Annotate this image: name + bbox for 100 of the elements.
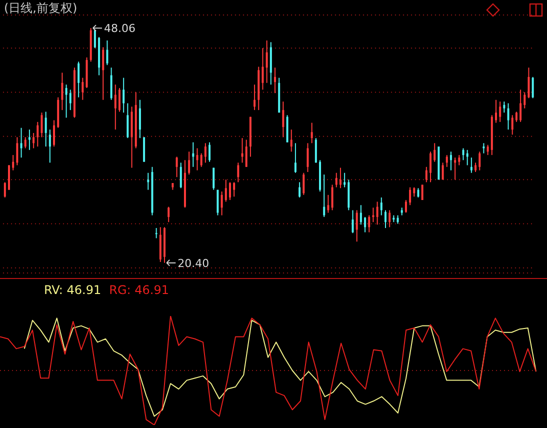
candlestick <box>32 132 35 149</box>
candlestick <box>503 101 506 114</box>
candlestick <box>114 84 116 130</box>
candlestick <box>339 167 342 189</box>
candlestick <box>204 142 206 164</box>
candlestick <box>262 48 264 90</box>
candlestick <box>28 129 30 150</box>
candlestick <box>118 87 120 112</box>
series-label: RG: 46.91 <box>109 283 169 297</box>
candlestick <box>524 92 526 109</box>
candlestick <box>228 182 231 201</box>
candlestick <box>404 200 407 214</box>
candlestick <box>364 216 366 233</box>
candlestick <box>458 154 460 166</box>
candlestick <box>78 61 80 98</box>
candlestick <box>360 204 362 226</box>
candlestick <box>282 101 284 138</box>
annotation: 48.06 <box>104 22 136 36</box>
candlestick <box>450 151 452 171</box>
candlestick <box>24 136 26 149</box>
candlestick <box>12 154 14 171</box>
candlestick <box>310 122 313 144</box>
candlestick <box>421 184 424 201</box>
candlestick <box>168 206 170 223</box>
candlestick <box>200 152 202 168</box>
candlestick <box>384 210 386 229</box>
candlestick <box>302 172 305 196</box>
candlestick <box>417 188 420 198</box>
candlestick <box>16 136 18 166</box>
candlestick <box>48 129 51 164</box>
candlestick <box>69 89 72 111</box>
candlestick <box>126 102 129 139</box>
candlestick <box>474 162 477 173</box>
annotation: 20.40 <box>178 256 210 270</box>
candlestick <box>425 166 428 183</box>
candlestick <box>208 142 211 162</box>
candlestick <box>380 196 382 216</box>
candlestick <box>138 99 141 139</box>
candlestick <box>155 228 158 239</box>
candlestick <box>515 111 518 122</box>
candlestick <box>462 148 464 161</box>
candlestick <box>122 77 125 114</box>
candlestick <box>53 120 56 148</box>
candlestick <box>94 28 96 49</box>
candlestick <box>442 162 444 180</box>
candlestick <box>356 210 358 242</box>
candlestick <box>434 142 436 162</box>
candlestick <box>323 174 326 218</box>
candlestick <box>413 186 416 198</box>
candlestick <box>220 191 223 216</box>
candlestick <box>147 172 150 190</box>
candlestick <box>478 151 481 171</box>
candlestick <box>233 182 236 198</box>
candlestick <box>20 127 22 158</box>
candlestick <box>212 167 215 190</box>
candlestick <box>290 129 292 152</box>
candlestick <box>494 99 497 124</box>
candlestick <box>306 142 309 173</box>
candlestick <box>224 179 227 202</box>
candlestick <box>520 89 522 122</box>
candlestick <box>245 139 248 168</box>
candlestick <box>110 67 112 100</box>
candlestick <box>327 194 330 214</box>
candlestick <box>344 172 346 188</box>
text: RV: 46.91 <box>44 283 102 297</box>
candlestick <box>294 142 296 174</box>
candlestick <box>188 151 190 176</box>
candlestick <box>499 101 502 122</box>
candlestick <box>216 189 219 216</box>
candlestick <box>274 67 276 94</box>
candlestick <box>430 151 432 183</box>
candlestick <box>409 186 412 206</box>
candlestick <box>82 77 84 100</box>
candlestick <box>532 76 534 99</box>
candlestick <box>454 157 456 180</box>
candlestick <box>511 114 514 136</box>
candlestick <box>61 72 64 111</box>
candlestick <box>4 182 6 198</box>
candlestick <box>44 111 47 148</box>
candlestick <box>254 84 256 111</box>
candlestick <box>106 40 108 66</box>
candlestick <box>298 182 301 198</box>
candlestick <box>314 138 317 164</box>
candlestick <box>237 162 240 183</box>
candlestick <box>266 40 268 84</box>
candlestick <box>335 172 338 188</box>
candlestick <box>102 46 104 100</box>
candlestick <box>352 210 354 234</box>
candlestick <box>507 102 510 130</box>
candlestick <box>528 67 530 99</box>
candlestick <box>36 121 39 148</box>
candlestick <box>388 210 391 228</box>
candlestick <box>368 214 370 233</box>
candlestick <box>176 156 178 178</box>
chart-title: (日线,前复权) <box>4 0 78 17</box>
candlestick <box>486 144 489 156</box>
candlestick <box>376 201 378 226</box>
candlestick <box>446 154 448 168</box>
candlestick <box>331 184 334 211</box>
candlestick <box>196 148 198 171</box>
